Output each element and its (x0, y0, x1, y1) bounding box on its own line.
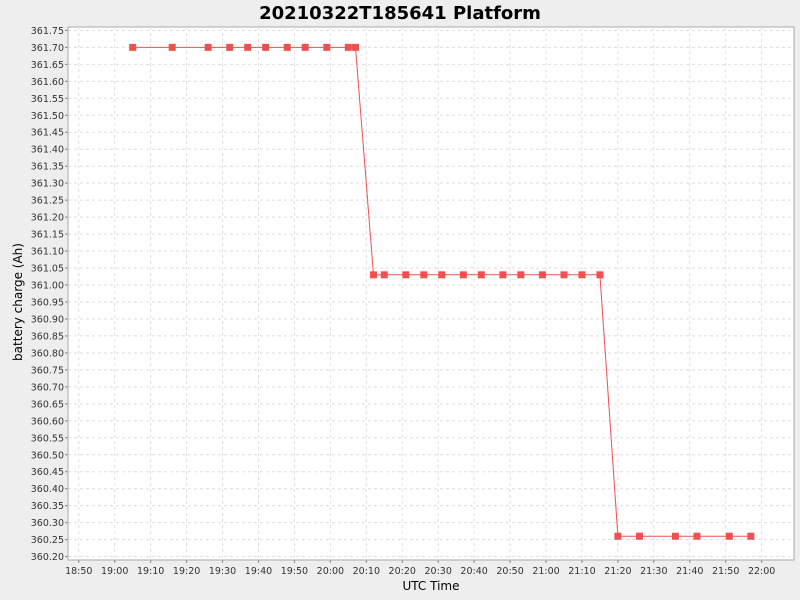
y-tick-label: 360.50 (31, 450, 64, 461)
x-tick-label: 19:20 (173, 566, 200, 577)
y-tick-label: 361.15 (31, 230, 64, 241)
series-layer (129, 43, 755, 540)
y-tick-label: 360.45 (31, 467, 64, 478)
grid-layer (68, 27, 794, 560)
x-tick-label: 20:30 (424, 566, 451, 577)
y-tick-label: 360.80 (31, 348, 64, 359)
axis-layer: 18:50 19:00 19:10 19:20 19:30 19:40 19:50 20:00… (31, 26, 776, 577)
data-point-marker (420, 271, 428, 279)
data-point-marker (538, 271, 546, 279)
y-tick-label: 360.85 (31, 331, 64, 342)
x-tick-label: 19:40 (245, 566, 272, 577)
x-tick-label: 21:20 (604, 566, 631, 577)
data-point-marker (369, 271, 377, 279)
data-point-marker (499, 271, 507, 279)
y-tick-label: 361.60 (31, 77, 64, 88)
data-point-marker (402, 271, 410, 279)
data-point-marker (693, 532, 701, 540)
data-point-marker (204, 43, 212, 51)
data-point-marker (671, 532, 679, 540)
data-point-marker (596, 271, 604, 279)
y-tick-label: 361.55 (31, 94, 64, 105)
x-tick-label: 21:50 (712, 566, 739, 577)
plot-area (67, 26, 795, 561)
data-point-marker (578, 271, 586, 279)
y-tick-label: 360.60 (31, 416, 64, 427)
y-tick-label: 361.75 (31, 26, 64, 37)
y-tick-label: 360.30 (31, 518, 64, 529)
y-tick-label: 360.90 (31, 314, 64, 325)
y-tick-label: 361.25 (31, 196, 64, 207)
chart-title: 20210322T185641 Platform (259, 3, 541, 24)
y-tick-label: 360.55 (31, 433, 64, 444)
y-tick-label: 360.95 (31, 297, 64, 308)
data-point-marker (262, 43, 270, 51)
x-tick-label: 20:20 (389, 566, 416, 577)
y-tick-label: 360.20 (31, 552, 64, 563)
data-point-marker (301, 43, 309, 51)
y-tick-label: 360.25 (31, 535, 64, 546)
data-point-marker (747, 532, 755, 540)
data-point-marker (352, 43, 360, 51)
data-point-marker (380, 271, 388, 279)
y-tick-label: 361.45 (31, 128, 64, 139)
data-point-marker (344, 43, 352, 51)
x-tick-label: 19:00 (101, 566, 128, 577)
x-tick-label: 21:10 (568, 566, 595, 577)
y-tick-label: 361.35 (31, 162, 64, 173)
data-point-marker (477, 271, 485, 279)
y-tick-label: 361.50 (31, 111, 64, 122)
x-tick-label: 20:00 (317, 566, 344, 577)
x-tick-label: 21:00 (532, 566, 559, 577)
y-tick-label: 361.00 (31, 281, 64, 292)
y-tick-label: 360.40 (31, 484, 64, 495)
y-tick-label: 361.40 (31, 145, 64, 156)
y-tick-label: 361.70 (31, 43, 64, 54)
data-point-marker (635, 532, 643, 540)
y-tick-label: 360.75 (31, 365, 64, 376)
data-point-marker (560, 271, 568, 279)
x-tick-label: 20:10 (353, 566, 380, 577)
data-point-marker (244, 43, 252, 51)
data-point-marker (614, 532, 622, 540)
y-tick-label: 361.10 (31, 247, 64, 258)
y-tick-label: 361.05 (31, 264, 64, 275)
data-point-marker (323, 43, 331, 51)
data-point-marker (226, 43, 234, 51)
y-tick-label: 361.20 (31, 213, 64, 224)
y-tick-label: 360.65 (31, 399, 64, 410)
data-point-marker (129, 43, 137, 51)
y-axis-label: battery charge (Ah) (11, 243, 25, 361)
data-point-marker (438, 271, 446, 279)
x-tick-label: 22:00 (748, 566, 775, 577)
data-point-marker (517, 271, 525, 279)
x-tick-label: 19:10 (137, 566, 164, 577)
x-tick-label: 18:50 (65, 566, 92, 577)
y-tick-label: 361.65 (31, 60, 64, 71)
x-tick-label: 21:30 (640, 566, 667, 577)
data-point-marker (168, 43, 176, 51)
y-tick-label: 361.30 (31, 179, 64, 190)
y-tick-label: 360.35 (31, 501, 64, 512)
data-point-marker (725, 532, 733, 540)
x-tick-label: 20:40 (460, 566, 487, 577)
x-tick-label: 20:50 (496, 566, 523, 577)
x-axis-label: UTC Time (403, 579, 460, 593)
x-tick-label: 19:30 (209, 566, 236, 577)
x-tick-label: 21:40 (676, 566, 703, 577)
data-point-marker (283, 43, 291, 51)
x-tick-label: 19:50 (281, 566, 308, 577)
y-tick-label: 360.70 (31, 382, 64, 393)
data-point-marker (459, 271, 467, 279)
